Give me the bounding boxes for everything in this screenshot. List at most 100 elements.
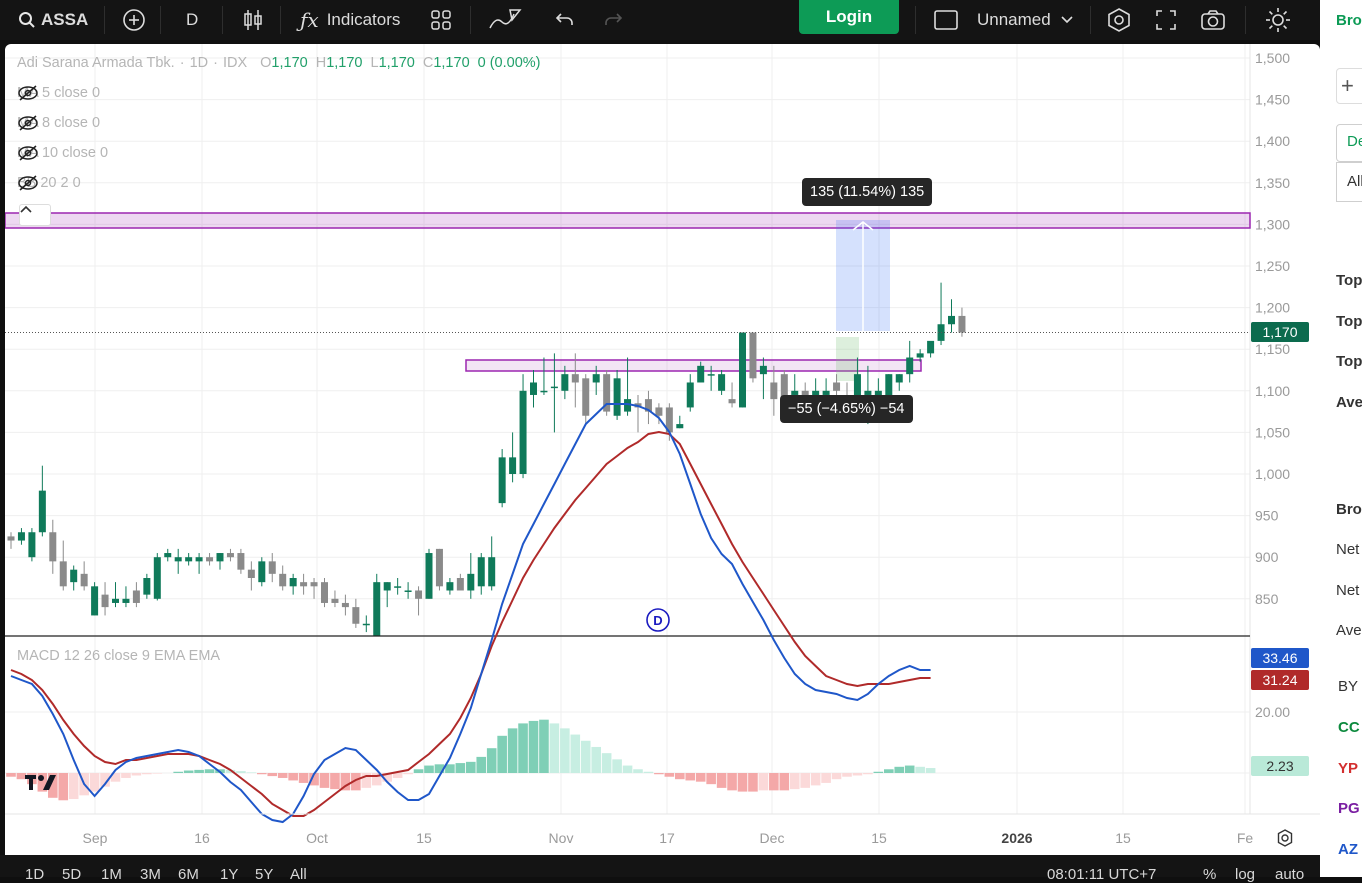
undo-button[interactable] [555,0,575,40]
candle-body [216,553,224,562]
panel-broker-pg[interactable]: PG [1338,800,1360,817]
indicators-label: Indicators [326,10,401,29]
study-ma5[interactable]: MA 5 close 0 [17,85,112,101]
candle-body [812,390,820,400]
collapse-legend-button[interactable] [19,204,51,226]
candle-body [780,374,788,400]
macd-histogram-bar [633,769,643,773]
range-5y[interactable]: 5Y [255,866,274,883]
range-6m[interactable]: 6M [178,866,199,883]
legend-title: Adi Sarana Armada Tbk. [17,55,175,71]
chart-canvas[interactable]: 1,500 1,450 1,400 1,350 1,300 1,250 1,200 1,150… [5,44,1320,855]
chart-pane[interactable]: 1,500 1,450 1,400 1,350 1,300 1,250 1,200 1,150… [5,44,1320,855]
range-3m[interactable]: 3M [140,866,161,883]
symbol-legend: Adi Sarana Armada Tbk. · 1D · IDX O 1,170… [17,55,541,71]
study-label: MA 10 close 0 [17,145,109,161]
macd-histogram-bar [403,773,413,775]
price-axis-label: 950 [1255,508,1279,524]
study-label: MA 5 close 0 [17,85,101,101]
chart-type-button[interactable] [242,0,264,40]
macd-histogram-bar [622,765,633,773]
study-ma8[interactable]: MA 8 close 0 [17,115,112,131]
macd-histogram-bar [685,773,696,781]
redo-button[interactable] [603,0,623,40]
undo-icon [555,13,573,25]
indicators-button[interactable]: ƒx Indicators [300,0,400,40]
layout-menu-button[interactable]: Unnamed [933,0,1073,40]
macd-histogram-bar [800,773,810,788]
price-axis-label: 1,250 [1255,258,1290,274]
templates-button[interactable] [430,0,452,40]
resistance-zone [5,212,1251,229]
macd-label: MACD 12 26 close 9 EMA EMA [17,648,221,664]
range-1y[interactable]: 1Y [220,866,239,883]
candle-body [488,557,496,587]
time-axis-label: Sep [83,830,108,846]
macd-histogram-bar [309,773,319,786]
price-axis-label: 1,100 [1255,383,1290,399]
dividend-marker: D [653,613,662,628]
macd-histogram-bar [319,773,330,788]
drawing-tools-button[interactable] [488,0,522,40]
fullscreen-button[interactable] [1155,0,1177,40]
chart-settings-button[interactable] [1106,0,1132,40]
macd-histogram-bar [580,740,591,773]
symbol-search-button[interactable]: ASSA [18,0,88,40]
macd-histogram-bar [257,773,267,775]
macd-histogram-bar [424,765,434,773]
candle-body [582,378,590,416]
panel-broker-cc[interactable]: CC [1338,719,1360,736]
layout-name: Unnamed [977,10,1051,29]
range-1d[interactable]: 1D [25,866,45,883]
legend-close-label: C [422,55,434,71]
compare-symbol-button[interactable] [122,0,146,40]
candle-body [927,340,935,354]
panel-broker-az[interactable]: AZ [1338,841,1358,858]
legend-open-label: O [260,55,272,71]
candle-body [70,569,78,583]
log-toggle[interactable]: log [1235,866,1256,883]
range-5d[interactable]: 5D [62,866,82,883]
study-bb[interactable]: BB 20 2 0 [17,175,93,191]
macd-histogram-bar [904,765,915,773]
study-ma10[interactable]: MA 10 close 0 [17,145,120,161]
macd-histogram-bar [497,735,507,773]
macd-histogram-bar [507,728,518,773]
macd-histogram-bar [789,773,800,790]
range-all[interactable]: All [290,866,307,883]
clock[interactable]: 08:01:11 UTC+7 [1047,866,1157,883]
login-button[interactable]: Login [799,0,899,34]
panel-col-by: BY [1338,678,1359,695]
macd-histogram-bar [277,773,288,778]
auto-toggle[interactable]: auto [1275,866,1305,883]
hist-value-tag: 2.23 [1251,756,1309,776]
percent-toggle[interactable]: % [1203,866,1217,883]
range-1m[interactable]: 1M [101,866,122,883]
candle-body [164,553,172,558]
time-axis-label: 16 [194,830,210,846]
candle-body [749,332,757,379]
candle-body [603,374,611,412]
candle-body [237,553,245,570]
macd-histogram-bar [758,773,769,791]
macd-histogram-bar [466,761,476,773]
interval-button[interactable]: D [186,0,198,40]
candle-body [519,390,527,474]
panel-select-de[interactable]: De [1336,124,1362,162]
panel-broker-yp[interactable]: YP [1338,760,1359,777]
candle-body [122,598,130,603]
snapshot-button[interactable] [1200,0,1226,40]
macd-histogram-bar [267,773,278,777]
theme-toggle-button[interactable] [1265,0,1291,40]
candle-body [895,374,903,383]
time-axis-label: 15 [416,830,432,846]
candle-body [739,332,746,408]
macd-histogram-bar [810,773,821,786]
time-axis-label: 17 [659,830,675,846]
macd-histogram-bar [142,773,152,775]
macd-histogram-bar [246,772,257,773]
macd-histogram-bar [330,773,340,790]
panel-add-button[interactable]: + [1336,68,1362,104]
panel-tab-broker[interactable]: Bro [1336,12,1362,29]
panel-select-all[interactable]: All [1336,162,1362,202]
